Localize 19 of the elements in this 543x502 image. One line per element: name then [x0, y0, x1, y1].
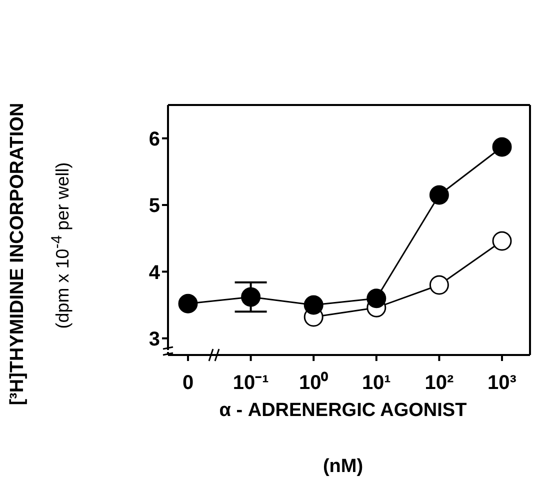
y-tick-label: 3	[148, 328, 160, 350]
x-tick-label: 10⁻¹	[232, 372, 270, 394]
x-tick-label: 10²	[424, 372, 454, 394]
y-tick-label: 6	[148, 128, 160, 150]
point	[429, 185, 449, 205]
x-tick-label: 0	[182, 372, 194, 394]
text: α - ADRENERGIC AGONIST (nM)	[219, 400, 467, 477]
x-tick-label: 10³	[488, 372, 517, 394]
point	[241, 287, 261, 307]
point	[492, 137, 512, 157]
point	[304, 295, 324, 315]
x-tick-label: 10⁰	[298, 371, 328, 394]
x-tick-label: 10¹	[362, 372, 392, 394]
point	[492, 231, 512, 251]
point	[366, 288, 386, 308]
y-tick-label: 4	[148, 262, 161, 284]
y-tick-label: 5	[148, 195, 160, 218]
point	[178, 294, 198, 314]
point	[429, 275, 449, 295]
